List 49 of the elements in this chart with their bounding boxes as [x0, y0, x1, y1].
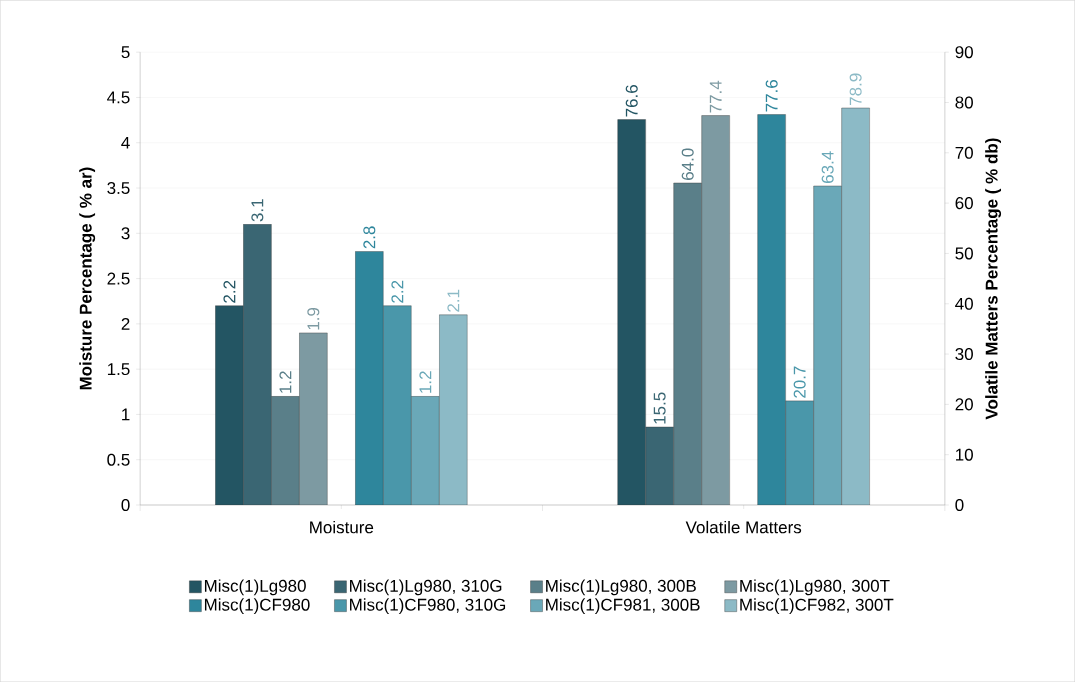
y-tick-label: 0.5	[107, 453, 130, 466]
y-tick-label: 3	[121, 227, 130, 240]
data-label: 2.2	[223, 280, 236, 303]
y-tick-label: 4.5	[107, 91, 130, 104]
data-label: 77.4	[709, 80, 722, 113]
y2-tick-label: 40	[955, 297, 973, 310]
legend-label: Misc(1)CF980, 310G	[350, 598, 506, 614]
y2-tick-label: 80	[955, 96, 973, 109]
y2-tick-label: 10	[956, 448, 973, 461]
legend-label: Misc(1)Lg980, 310G	[350, 579, 502, 596]
y2-tick-label: 50	[955, 247, 973, 260]
y2-tick-label: 60	[955, 197, 973, 210]
y2-tick-label: 20	[955, 398, 973, 411]
data-label: 1.2	[419, 371, 432, 393]
data-label: 78.9	[849, 73, 862, 105]
y2-tick-label: 0	[955, 498, 964, 511]
legend-label: Misc(1)Lg980, 300T	[740, 579, 890, 596]
data-label: 63.4	[821, 151, 834, 183]
data-label: 2.8	[363, 226, 376, 249]
data-label: 1.9	[307, 307, 320, 330]
legend-label: Misc(1)CF981, 300B	[546, 598, 700, 614]
data-label: 20.7	[793, 366, 806, 398]
y-tick-label: 2.5	[107, 272, 130, 285]
y-axis-title: Moisture Percentage ( % ar)	[79, 167, 96, 390]
y-tick-label: 0	[121, 498, 130, 511]
data-label: 76.6	[625, 85, 638, 117]
y2-tick-label: 90	[955, 46, 973, 59]
y2-tick-label: 30	[955, 347, 973, 361]
legend-label: Misc(1)Lg980	[204, 579, 306, 596]
x-tick-label: Moisture	[310, 520, 374, 534]
data-label: 64.0	[681, 148, 694, 180]
y2-axis-title: Volatile Matters Percentage ( % db)	[985, 138, 1002, 420]
y-tick-label: 1.5	[107, 363, 130, 376]
legend-label: Misc(1)CF982, 300T	[740, 598, 894, 614]
data-label: 77.6	[765, 79, 778, 112]
legend-label: Misc(1)CF980	[204, 598, 310, 614]
y-tick-label: 5	[121, 46, 130, 59]
x-tick-label: Volatile Matters	[685, 520, 802, 534]
y2-tick-label: 70	[955, 146, 973, 159]
y-tick-label: 3.5	[107, 181, 130, 194]
data-label: 3.1	[251, 199, 264, 222]
y-tick-label: 1	[122, 408, 130, 421]
data-label: 1.2	[279, 371, 292, 393]
data-label: 15.5	[653, 392, 666, 424]
y-tick-label: 2	[121, 317, 130, 330]
data-label: 2.2	[391, 280, 404, 303]
data-label: 2.1	[447, 289, 460, 312]
y-tick-label: 4	[121, 136, 130, 149]
legend-label: Misc(1)Lg980, 300B	[546, 579, 696, 596]
